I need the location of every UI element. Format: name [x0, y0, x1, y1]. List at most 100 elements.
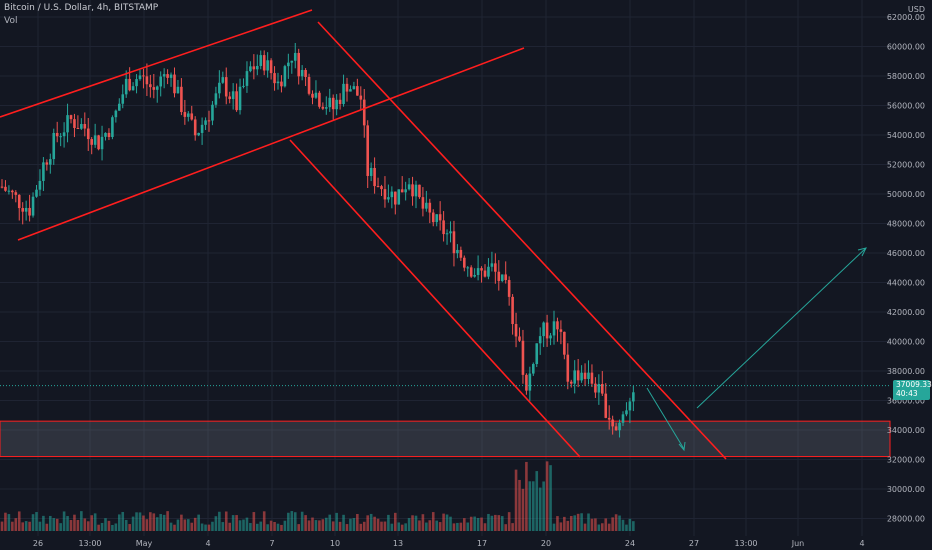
candle-body [628, 401, 632, 411]
candle-body [280, 81, 283, 87]
candle-body [273, 73, 276, 84]
candle-body [400, 189, 404, 193]
volume-bar [287, 512, 290, 531]
candle-body [62, 132, 66, 137]
candle-body [187, 113, 190, 117]
volume-bar [14, 518, 18, 531]
candle-body [535, 343, 539, 365]
volume-bar [563, 516, 566, 531]
candle-body [135, 79, 138, 87]
volume-bar [359, 523, 363, 531]
volume-bar [245, 517, 249, 531]
candle-body [183, 112, 187, 117]
candle-body [166, 74, 169, 78]
candle-body [445, 233, 449, 235]
volume-bar [325, 517, 328, 531]
volume-bars [0, 461, 635, 531]
volume-bar [618, 515, 621, 531]
candle-body [66, 115, 69, 133]
volume-bar [249, 523, 252, 531]
candle-body [473, 274, 476, 277]
price-tick-label: 34000.00 [887, 426, 925, 435]
volume-bar [494, 514, 497, 531]
candle-body [380, 186, 383, 190]
candle-body [190, 113, 194, 120]
volume-bar [293, 512, 297, 531]
candle-body [21, 208, 24, 212]
price-tick-label: 48000.00 [887, 220, 925, 229]
candle-body [428, 202, 432, 213]
price-tick-label: 54000.00 [887, 131, 925, 140]
volume-bar [614, 514, 618, 531]
trendlines [0, 9, 867, 460]
candle-body [266, 60, 269, 71]
candle-body [93, 135, 97, 145]
candle-body [611, 419, 614, 427]
volume-bar [262, 511, 266, 531]
candle-body [459, 249, 463, 258]
candle-body [207, 120, 211, 122]
price-tick-label: 50000.00 [887, 190, 925, 199]
candle-body [342, 83, 345, 105]
candle-body [45, 162, 49, 165]
volume-bar [497, 515, 501, 531]
price-axis-ticks: 62000.00 60000.00 58000.00 56000.00 54000.00… [887, 13, 925, 524]
volume-bar [159, 514, 162, 531]
volume-bar [442, 513, 445, 531]
volume-bar [273, 521, 276, 531]
volume-bar [38, 521, 42, 531]
volume-bar [11, 521, 14, 531]
volume-bar [532, 481, 535, 531]
candle-body [573, 370, 576, 384]
volume-bar [459, 522, 463, 531]
volume-label[interactable]: Vol [4, 16, 18, 26]
candle-body [169, 74, 173, 78]
volume-bar [121, 511, 125, 531]
symbol-title[interactable]: Bitcoin / U.S. Dollar, 4h, BITSTAMP [4, 3, 159, 13]
candle-body [425, 202, 428, 209]
candle-body [152, 87, 156, 90]
volume-bar [556, 516, 559, 531]
volume-bar [345, 524, 349, 531]
candle-body [394, 191, 397, 205]
volume-bar [218, 511, 221, 531]
candle-body [500, 274, 504, 281]
price-tick-label: 52000.00 [887, 161, 925, 170]
volume-bar [411, 515, 414, 531]
volume-bar [124, 519, 128, 531]
candle-body [597, 383, 601, 393]
candle-body [55, 132, 59, 137]
volume-bar [269, 520, 273, 531]
volume-bar [518, 479, 521, 531]
candle-body [131, 86, 135, 91]
volume-bar [369, 513, 373, 531]
volume-bar [228, 522, 231, 531]
candle-body [159, 76, 162, 87]
descending-channel-top [317, 21, 727, 460]
volume-bar [187, 519, 190, 531]
candle-body [345, 83, 349, 92]
volume-bar [490, 515, 494, 531]
candle-body [276, 81, 280, 84]
volume-bar [224, 511, 228, 531]
candle-body [507, 280, 511, 297]
candle-body [197, 132, 200, 136]
candle-body [31, 196, 35, 216]
candle-body [124, 78, 128, 95]
candle-body [162, 74, 166, 77]
volume-bar [52, 518, 56, 531]
volume-bar [394, 512, 397, 531]
volume-bar [463, 518, 466, 531]
candle-body [431, 212, 435, 223]
projection-up-arrowhead [857, 247, 867, 257]
volume-bar [73, 514, 76, 531]
candle-body [42, 162, 45, 181]
time-tick-label: 13:00 [78, 539, 101, 548]
volume-bar [83, 518, 87, 531]
price-tick-label: 38000.00 [887, 367, 925, 376]
volume-bar [145, 519, 149, 531]
candle-body [442, 220, 445, 235]
volume-bar [628, 518, 632, 531]
candle-body [314, 92, 318, 98]
